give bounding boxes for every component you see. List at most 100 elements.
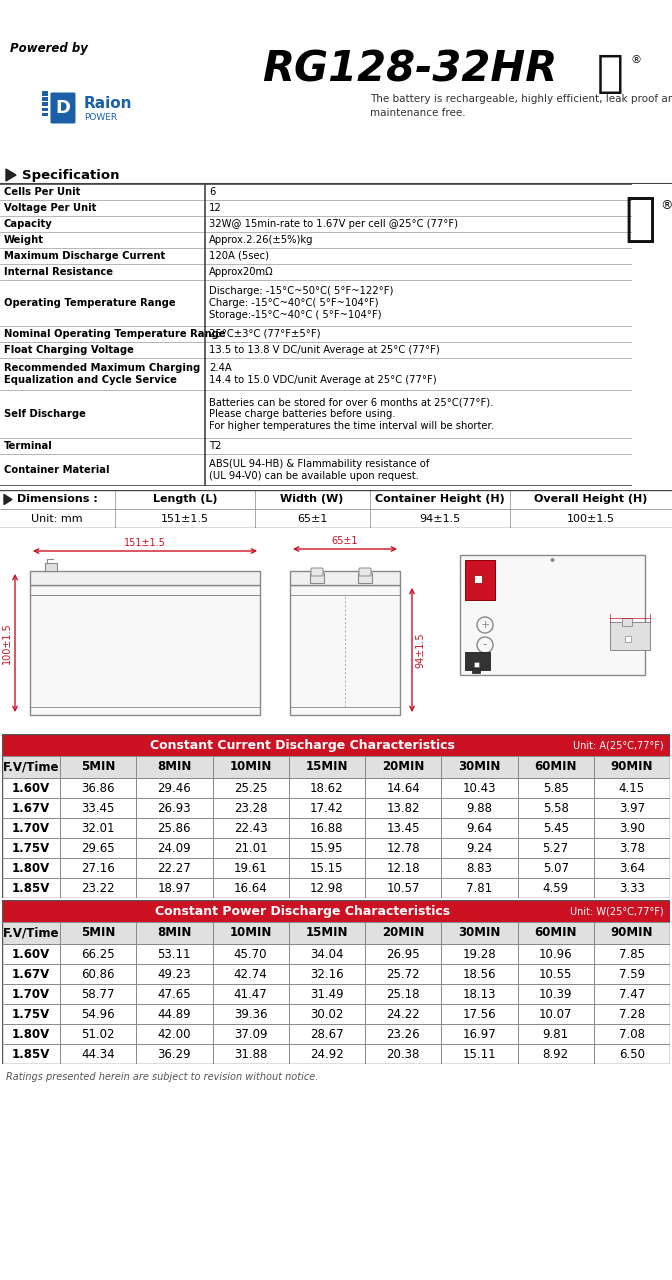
Text: Operating Temperature Range: Operating Temperature Range	[4, 298, 175, 308]
Circle shape	[550, 558, 554, 562]
Text: Nominal Operating Temperature Range: Nominal Operating Temperature Range	[4, 329, 226, 339]
Text: 16.64: 16.64	[234, 882, 267, 895]
Text: ®: ®	[630, 55, 641, 65]
Bar	[30, 571, 260, 585]
Bar	[474, 662, 479, 667]
Text: 20MIN: 20MIN	[382, 760, 424, 773]
Text: 22.43: 22.43	[234, 822, 267, 835]
Text: 8MIN: 8MIN	[157, 927, 192, 940]
Text: T2: T2	[209, 442, 221, 451]
Text: 1.70V: 1.70V	[12, 822, 50, 835]
Text: 15.95: 15.95	[310, 841, 343, 855]
Bar	[2, 778, 670, 797]
Text: 3.97: 3.97	[619, 801, 645, 814]
Text: 15MIN: 15MIN	[306, 927, 348, 940]
Bar	[2, 900, 670, 922]
Text: 10.39: 10.39	[539, 987, 573, 1001]
Text: 51.02: 51.02	[81, 1028, 115, 1041]
Text: 26.93: 26.93	[157, 801, 192, 814]
Text: 25.72: 25.72	[386, 968, 420, 980]
Text: 25°C±3°C (77°F±5°F): 25°C±3°C (77°F±5°F)	[209, 329, 321, 339]
Text: 1.70V: 1.70V	[12, 987, 50, 1001]
Bar	[465, 561, 495, 600]
Bar	[472, 668, 480, 673]
Text: Float Charging Voltage: Float Charging Voltage	[4, 346, 134, 355]
Bar	[2, 1044, 670, 1064]
Text: 45.70: 45.70	[234, 947, 267, 960]
Text: 60MIN: 60MIN	[534, 760, 577, 773]
Text: 30.02: 30.02	[310, 1007, 343, 1020]
Bar	[474, 575, 482, 582]
Bar	[2, 756, 670, 778]
Text: Capacity: Capacity	[4, 219, 52, 229]
Bar	[42, 102, 48, 106]
Text: 25.18: 25.18	[386, 987, 420, 1001]
Text: 100±1.5: 100±1.5	[2, 622, 12, 664]
Text: 1.75V: 1.75V	[12, 1007, 50, 1020]
Text: 26.95: 26.95	[386, 947, 420, 960]
Text: 10.96: 10.96	[539, 947, 573, 960]
Text: Ratings presented herein are subject to revision without notice.: Ratings presented herein are subject to …	[6, 1071, 319, 1082]
Text: 3.64: 3.64	[619, 861, 645, 874]
Text: 5.45: 5.45	[542, 822, 569, 835]
Text: Dimensions :: Dimensions :	[17, 494, 97, 504]
Text: 65±1: 65±1	[297, 513, 327, 524]
Text: 100±1.5: 100±1.5	[567, 513, 615, 524]
Text: 10MIN: 10MIN	[229, 927, 271, 940]
Text: 31.88: 31.88	[234, 1047, 267, 1061]
Text: Internal Resistance: Internal Resistance	[4, 268, 113, 276]
Text: Length (L): Length (L)	[153, 494, 217, 504]
Text: 49.23: 49.23	[157, 968, 192, 980]
Text: Ⓞ: Ⓞ	[624, 193, 656, 244]
Text: +: +	[480, 620, 490, 630]
Bar	[30, 585, 260, 716]
Text: 15.11: 15.11	[462, 1047, 496, 1061]
Text: Discharge: -15°C~50°C( 5°F~122°F)
Charge: -15°C~40°C( 5°F~104°F)
Storage:-15°C~4: Discharge: -15°C~50°C( 5°F~122°F) Charge…	[209, 287, 393, 320]
Bar	[465, 652, 490, 669]
Text: 9.24: 9.24	[466, 841, 493, 855]
Text: 13.5 to 13.8 V DC/unit Average at 25°C (77°F): 13.5 to 13.8 V DC/unit Average at 25°C (…	[209, 346, 439, 355]
Text: 8.83: 8.83	[466, 861, 493, 874]
Text: 23.22: 23.22	[81, 882, 115, 895]
Text: 31.49: 31.49	[310, 987, 343, 1001]
Text: 23.28: 23.28	[234, 801, 267, 814]
Text: 28.67: 28.67	[310, 1028, 343, 1041]
Text: 90MIN: 90MIN	[611, 760, 653, 773]
Text: Overall Height (H): Overall Height (H)	[534, 494, 648, 504]
Text: 47.65: 47.65	[157, 987, 192, 1001]
Text: 94±1.5: 94±1.5	[419, 513, 460, 524]
Text: 20.38: 20.38	[386, 1047, 420, 1061]
Bar	[2, 964, 670, 984]
Text: 6.50: 6.50	[619, 1047, 645, 1061]
Bar	[290, 571, 400, 585]
Polygon shape	[6, 169, 16, 180]
Text: 18.13: 18.13	[462, 987, 496, 1001]
Text: 7.85: 7.85	[619, 947, 645, 960]
Text: 18.56: 18.56	[462, 968, 496, 980]
Text: 20MIN: 20MIN	[382, 927, 424, 940]
Text: Terminal: Terminal	[4, 442, 52, 451]
Text: Approx.2.26(±5%)kg: Approx.2.26(±5%)kg	[209, 236, 314, 244]
Text: 23.26: 23.26	[386, 1028, 420, 1041]
Text: Specification: Specification	[22, 169, 120, 182]
Bar	[2, 838, 670, 858]
Text: 120A (5sec): 120A (5sec)	[209, 251, 269, 261]
Text: 4.15: 4.15	[619, 782, 645, 795]
Text: 14.64: 14.64	[386, 782, 420, 795]
Text: 1.67V: 1.67V	[12, 968, 50, 980]
Text: 7.28: 7.28	[619, 1007, 645, 1020]
Text: 94±1.5: 94±1.5	[415, 632, 425, 668]
Text: 36.29: 36.29	[157, 1047, 192, 1061]
Text: 3.78: 3.78	[619, 841, 645, 855]
Text: 6: 6	[209, 187, 215, 197]
Text: 10.07: 10.07	[539, 1007, 573, 1020]
Text: 5.58: 5.58	[543, 801, 569, 814]
Text: 22.27: 22.27	[157, 861, 192, 874]
Text: 17.42: 17.42	[310, 801, 344, 814]
Text: Unit: A(25°C,77°F): Unit: A(25°C,77°F)	[573, 740, 664, 750]
Bar	[358, 573, 372, 582]
Text: Weight: Weight	[4, 236, 44, 244]
FancyBboxPatch shape	[311, 568, 323, 576]
Text: 32.01: 32.01	[81, 822, 115, 835]
Bar	[625, 636, 631, 643]
